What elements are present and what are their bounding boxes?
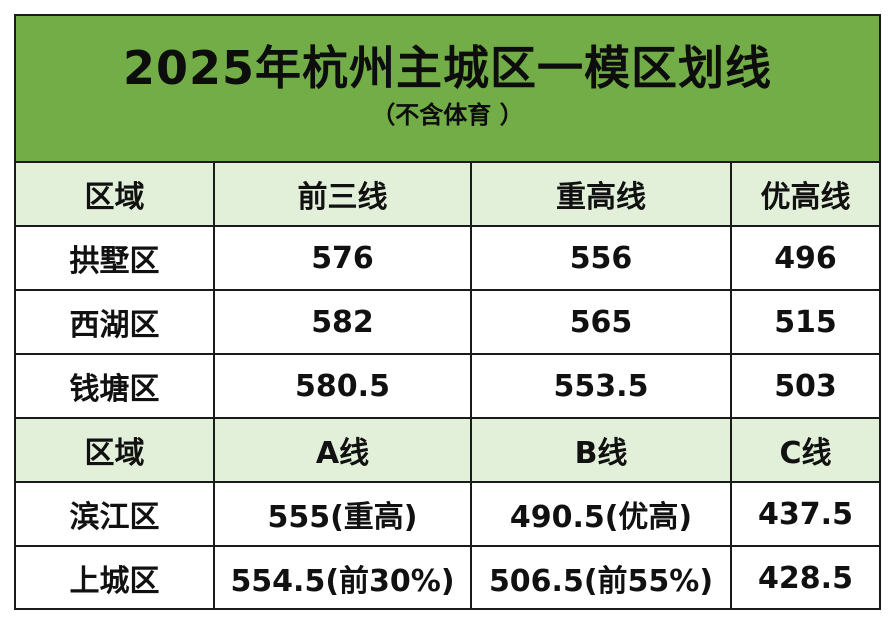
table-row: 钱塘区 580.5 553.5 503 [16, 354, 879, 419]
region-cell: 钱塘区 [16, 354, 215, 419]
region-cell: 滨江区 [16, 482, 215, 547]
header-row-2: 区域 A线 B线 C线 [16, 418, 879, 483]
header-cell: C线 [731, 418, 879, 483]
table-row: 滨江区 555(重高) 490.5(优高) 437.5 [16, 482, 879, 547]
region-cell: 西湖区 [16, 290, 215, 355]
header-cell: 区域 [16, 163, 215, 227]
score-cell: 576 [214, 226, 472, 291]
score-cell: 490.5(优高) [471, 482, 732, 547]
score-cell: 506.5(前55%) [471, 546, 732, 609]
score-cell: 582 [214, 290, 472, 355]
score-cell: 556 [471, 226, 732, 291]
score-cell: 515 [731, 290, 879, 355]
header-cell: A线 [214, 418, 472, 483]
header-row-1: 区域 前三线 重高线 优高线 [16, 163, 879, 227]
score-table: 区域 前三线 重高线 优高线 拱墅区 576 556 496 西湖区 582 5… [16, 163, 879, 609]
header-cell: 前三线 [214, 163, 472, 227]
table-row: 上城区 554.5(前30%) 506.5(前55%) 428.5 [16, 546, 879, 609]
score-cell: 565 [471, 290, 732, 355]
header-cell: B线 [471, 418, 732, 483]
score-cell: 554.5(前30%) [214, 546, 472, 609]
score-cell: 553.5 [471, 354, 732, 419]
header-cell: 重高线 [471, 163, 732, 227]
score-cell: 555(重高) [214, 482, 472, 547]
title-banner: 2025年杭州主城区一模区划线 （不含体育 ） [16, 16, 879, 163]
region-cell: 上城区 [16, 546, 215, 609]
table-row: 西湖区 582 565 515 [16, 290, 879, 355]
region-cell: 拱墅区 [16, 226, 215, 291]
score-cell: 503 [731, 354, 879, 419]
page-title: 2025年杭州主城区一模区划线 [122, 41, 773, 95]
score-cell: 428.5 [758, 560, 853, 596]
score-cell: 580.5 [214, 354, 472, 419]
score-table-sheet: 2025年杭州主城区一模区划线 （不含体育 ） 区域 前三线 重高线 优高线 拱… [14, 14, 881, 610]
table-row: 拱墅区 576 556 496 [16, 226, 879, 291]
page-subtitle: （不含体育 ） [371, 101, 524, 129]
header-cell: 优高线 [731, 163, 879, 227]
score-cell: 496 [731, 226, 879, 291]
header-cell: 区域 [16, 418, 215, 483]
score-cell: 437.5 [731, 482, 879, 547]
